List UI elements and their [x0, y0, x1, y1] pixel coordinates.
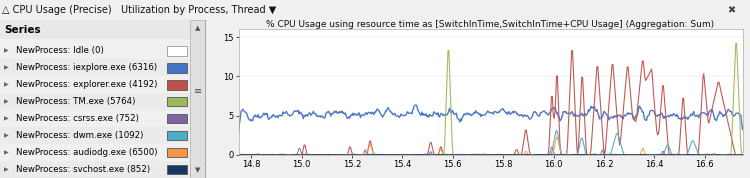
Text: NewProcess: iexplore.exe (6316): NewProcess: iexplore.exe (6316) [16, 63, 158, 72]
Text: ▶: ▶ [4, 82, 9, 87]
Text: ▶: ▶ [4, 99, 9, 104]
Bar [190, 20, 205, 178]
Text: ✖: ✖ [727, 5, 735, 15]
Text: NewProcess: audiodg.exe (6500): NewProcess: audiodg.exe (6500) [16, 148, 158, 157]
Text: ▶: ▶ [4, 133, 9, 138]
Bar [0, 59, 190, 76]
Text: ▶: ▶ [4, 116, 9, 121]
Text: NewProcess: svchost.exe (852): NewProcess: svchost.exe (852) [16, 165, 151, 174]
Text: NewProcess: dwm.exe (1092): NewProcess: dwm.exe (1092) [16, 131, 144, 140]
Text: ▼: ▼ [195, 167, 200, 173]
Text: ▶: ▶ [4, 66, 9, 70]
Bar [0, 161, 190, 178]
Bar [166, 46, 188, 56]
Bar [166, 97, 188, 106]
Bar [166, 80, 188, 90]
Text: Series: Series [4, 25, 40, 35]
Bar [0, 20, 205, 39]
Bar [166, 148, 188, 157]
Text: ≡: ≡ [194, 86, 202, 96]
Bar [166, 63, 188, 73]
Text: ▶: ▶ [4, 48, 9, 54]
Bar [166, 165, 188, 174]
Text: △ CPU Usage (Precise)   Utilization by Process, Thread ▼: △ CPU Usage (Precise) Utilization by Pro… [2, 5, 277, 15]
Text: ▲: ▲ [195, 25, 200, 31]
Text: ▶: ▶ [4, 150, 9, 155]
Text: NewProcess: TM.exe (5764): NewProcess: TM.exe (5764) [16, 97, 136, 106]
Text: NewProcess: explorer.exe (4192): NewProcess: explorer.exe (4192) [16, 80, 158, 89]
Text: NewProcess: Idle (0): NewProcess: Idle (0) [16, 46, 104, 56]
Bar [0, 127, 190, 144]
Text: ▶: ▶ [4, 167, 9, 172]
Bar [166, 131, 188, 140]
Bar [166, 114, 188, 123]
Bar [0, 93, 190, 110]
Title: % CPU Usage using resource time as [SwitchInTime,SwitchInTime+CPU Usage] (Aggreg: % CPU Usage using resource time as [Swit… [266, 20, 715, 29]
Text: NewProcess: csrss.exe (752): NewProcess: csrss.exe (752) [16, 114, 140, 123]
